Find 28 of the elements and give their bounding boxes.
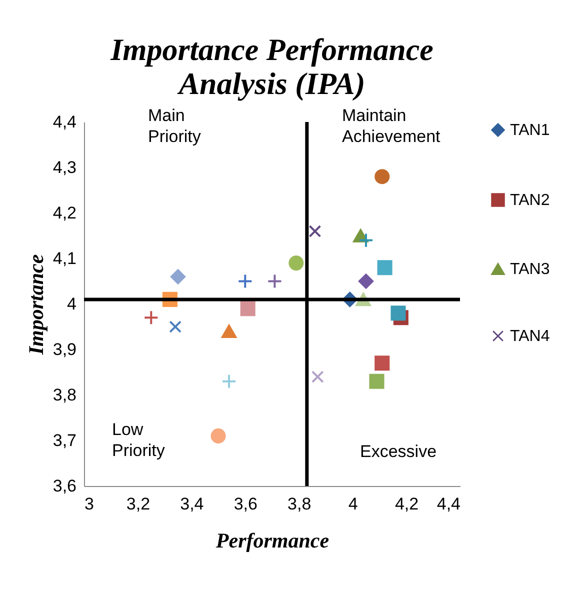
x-tick-label: 3: [84, 494, 94, 514]
x-tick-label: 3,6: [234, 494, 258, 514]
y-tick-label: 3,7: [52, 431, 76, 450]
y-tick-label: 3,6: [52, 476, 76, 496]
legend-label: TAN4: [510, 328, 550, 345]
x-tick-label: 4: [348, 494, 358, 514]
x-tick-label: 4,2: [394, 494, 419, 514]
annotation: Maintain Achievement: [342, 106, 441, 146]
annotation: Main Priority: [148, 106, 202, 146]
legend-label: TAN3: [510, 261, 550, 278]
legend-label: TAN2: [510, 192, 550, 209]
y-tick-label: 4,1: [52, 249, 76, 268]
y-tick-label: 4,2: [52, 204, 76, 222]
annotation: Low Priority: [112, 420, 166, 460]
y-tick-label: 4: [67, 294, 76, 314]
y-tick-label: 3,9: [52, 340, 76, 359]
chart-title: Importance Performance Analysis (IPA): [110, 32, 434, 101]
x-tick-label: 3,4: [180, 494, 204, 514]
y-tick-label: 3,8: [52, 386, 76, 404]
legend-label: TAN1: [510, 122, 550, 139]
y-tick-label: 4,4: [52, 112, 76, 132]
x-tick-label: 3,2: [126, 494, 150, 514]
annotation: Excessive: [360, 442, 437, 461]
y-axis-title: Importance: [24, 254, 48, 356]
x-tick-label: 3,8: [288, 494, 312, 514]
x-tick-label: 4,4: [436, 494, 460, 514]
x-axis-title: Performance: [214, 528, 330, 552]
y-tick-label: 4,3: [52, 158, 76, 177]
